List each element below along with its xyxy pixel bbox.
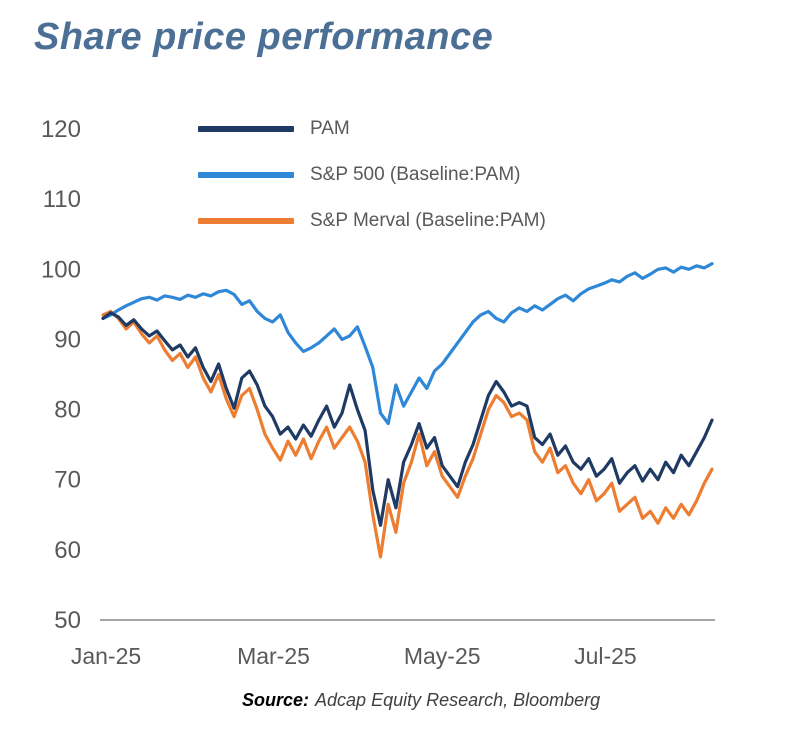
source-note: Source: Adcap Equity Research, Bloomberg bbox=[242, 690, 600, 711]
source-label: Source: bbox=[242, 690, 310, 710]
y-axis-label: 110 bbox=[43, 186, 81, 213]
x-axis-label: Jul-25 bbox=[574, 643, 637, 669]
y-axis-label: 120 bbox=[41, 116, 81, 143]
x-axis-label: May-25 bbox=[404, 643, 481, 669]
y-axis-label: 100 bbox=[41, 256, 81, 283]
y-axis-label: 60 bbox=[54, 537, 81, 564]
series-line-pam bbox=[101, 311, 714, 527]
y-axis-label: 50 bbox=[54, 607, 81, 634]
chart-title: Share price performance bbox=[34, 16, 494, 58]
series-line-s-p-merval-baseline-pam bbox=[101, 309, 714, 559]
source-text: Adcap Equity Research, Bloomberg bbox=[315, 690, 601, 710]
x-axis-label: Jan-25 bbox=[71, 643, 141, 669]
y-axis-label: 80 bbox=[54, 397, 81, 424]
y-axis-label: 70 bbox=[54, 467, 81, 494]
line-chart: 50 60 70 80 90 100 110 120 Jan-25 Mar-25 May-25 Jul… bbox=[41, 116, 715, 669]
series-line-s-p-500-baseline-pam bbox=[101, 262, 714, 426]
x-axis-label: Mar-25 bbox=[237, 643, 310, 669]
y-axis-label: 90 bbox=[54, 326, 81, 353]
